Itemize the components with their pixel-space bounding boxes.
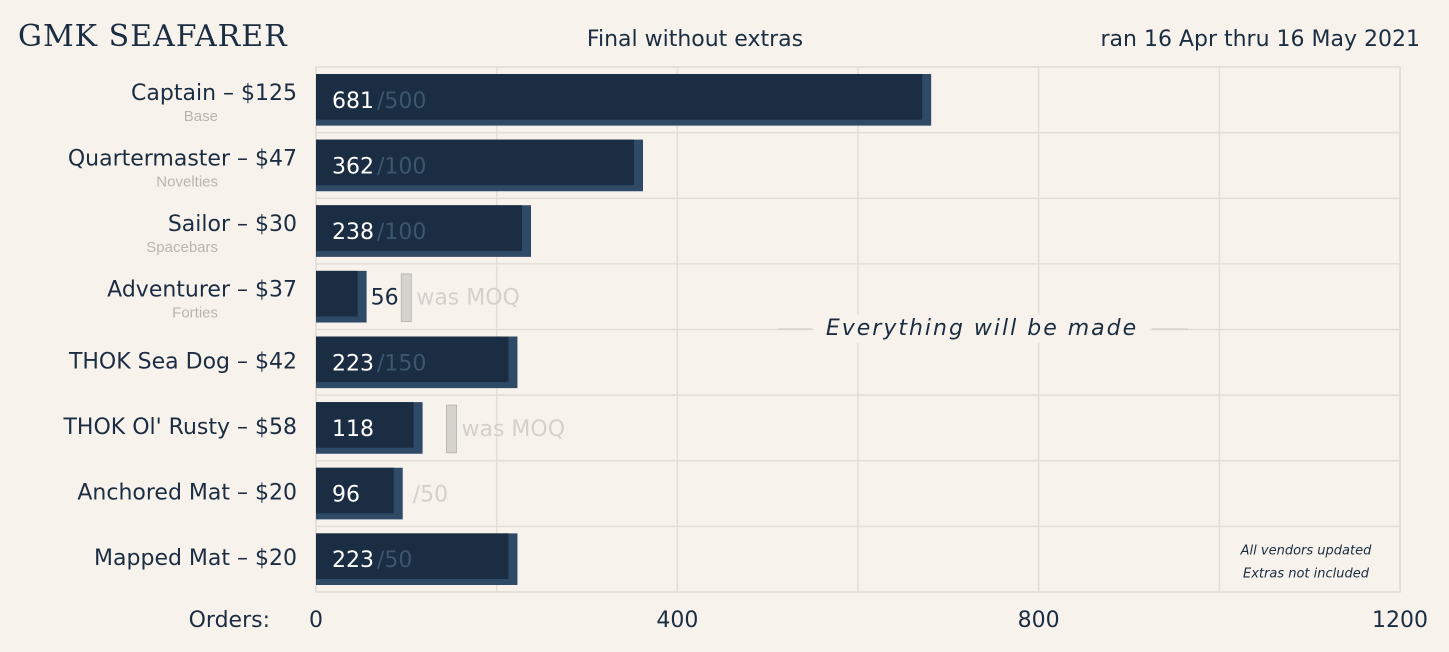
bar xyxy=(316,270,358,317)
bar xyxy=(316,467,394,514)
value-label: 96 xyxy=(332,483,360,508)
moq-label: /50 xyxy=(413,483,448,508)
category-label: Mapped Mat – $20 xyxy=(94,546,297,571)
moq-marker xyxy=(400,273,412,322)
category-label: Quartermaster – $47 xyxy=(68,146,297,171)
category-sublabel: Forties xyxy=(172,305,218,322)
category-sublabel: Spacebars xyxy=(146,239,218,256)
value-label: 118 xyxy=(332,417,374,442)
bar xyxy=(316,74,923,120)
value-label: 681 xyxy=(332,89,374,114)
note: Extras not included xyxy=(1243,567,1370,582)
bar xyxy=(316,205,522,251)
moq-label: /50 xyxy=(377,548,412,573)
date-range: ran 16 Apr thru 16 May 2021 xyxy=(1100,27,1420,52)
chart-subtitle: Final without extras xyxy=(587,27,803,52)
moq-label: was MOQ xyxy=(416,286,520,311)
value-label: 223 xyxy=(332,548,374,573)
note: All vendors updated xyxy=(1240,544,1372,559)
moq-label: /100 xyxy=(377,220,426,245)
x-tick-label: 800 xyxy=(1018,608,1060,633)
moq-label: /500 xyxy=(377,89,426,114)
value-label: 56 xyxy=(371,286,399,311)
category-label: Adventurer – $37 xyxy=(107,278,297,303)
value-label: 223 xyxy=(332,351,374,376)
moq-label: was MOQ xyxy=(462,417,566,442)
category-label: THOK Ol' Rusty – $58 xyxy=(62,415,297,440)
x-tick-label: 0 xyxy=(309,608,323,633)
category-label: THOK Sea Dog – $42 xyxy=(68,349,297,374)
annotation: Everything will be made xyxy=(826,316,1138,341)
x-tick-label: 400 xyxy=(656,608,698,633)
x-tick-label: 1200 xyxy=(1372,608,1428,633)
bar xyxy=(316,139,635,186)
moq-label: /100 xyxy=(377,154,426,179)
category-label: Anchored Mat – $20 xyxy=(77,481,297,506)
annotation-bg xyxy=(813,315,1151,343)
moq-label: /150 xyxy=(377,351,426,376)
bar xyxy=(316,533,509,579)
value-label: 238 xyxy=(332,220,374,245)
bar xyxy=(316,402,414,448)
moq-marker xyxy=(446,404,457,454)
category-label: Captain – $125 xyxy=(131,81,297,106)
category-sublabel: Novelties xyxy=(156,173,218,190)
x-axis-label: Orders: xyxy=(189,608,270,633)
value-label: 362 xyxy=(332,154,374,179)
category-label: Sailor – $30 xyxy=(168,212,297,237)
bar xyxy=(316,336,509,383)
chart-title: GMK SEAFARER xyxy=(18,19,288,54)
category-sublabel: Base xyxy=(184,108,218,125)
